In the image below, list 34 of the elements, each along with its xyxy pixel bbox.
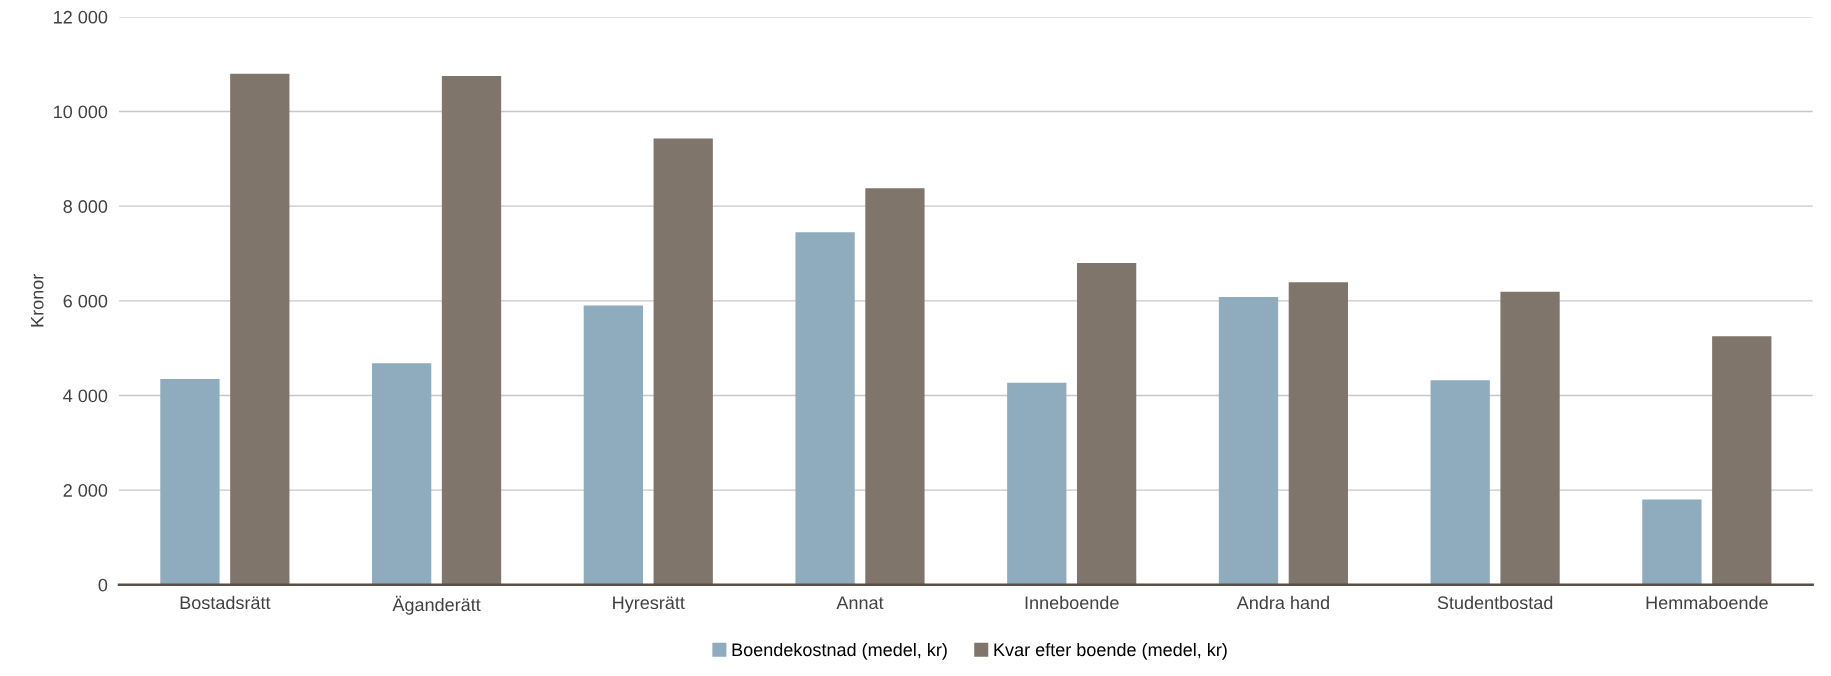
bar [372, 363, 432, 585]
y-tick-label: 12 000 [54, 10, 108, 24]
y-tick-label: 8 000 [63, 200, 108, 213]
bar [1288, 282, 1348, 585]
bar [1642, 499, 1702, 585]
x-tick-label: Hemmaboende [1646, 595, 1768, 610]
bar [441, 76, 502, 585]
y-tick-label: 4 000 [63, 389, 108, 403]
bar [230, 73, 290, 585]
x-tick-label: Inneboende [1025, 595, 1119, 610]
bar [653, 138, 713, 585]
bar [160, 378, 220, 585]
bar [583, 305, 643, 585]
x-tick-label: Andra hand [1236, 595, 1329, 610]
y-tick-label: 10 000 [54, 105, 108, 119]
bar [1007, 382, 1067, 585]
x-tick-label: Äganderätt [392, 595, 481, 615]
y-tick-label: 6 000 [63, 294, 108, 308]
bar [865, 188, 925, 585]
bar [795, 232, 855, 585]
x-tick-label: Annat [836, 596, 884, 610]
y-tick-label: 2 000 [63, 484, 108, 497]
legend-label: Kvar efter boende (medel, kr) [994, 642, 1227, 660]
bar [1077, 262, 1137, 585]
bar [1500, 291, 1560, 585]
bar [1218, 297, 1279, 585]
x-tick-label: Studentbostad [1437, 595, 1553, 610]
y-tick-label: 0 [98, 578, 108, 592]
bar [1712, 336, 1772, 585]
bar [1430, 380, 1490, 585]
x-tick-label: Bostadsrätt [180, 595, 271, 610]
legend-label: Boendekostnad (medel, kr) [732, 642, 947, 660]
y-axis-title: Kronor [30, 274, 44, 327]
x-tick-label: Hyresrätt [613, 596, 685, 613]
